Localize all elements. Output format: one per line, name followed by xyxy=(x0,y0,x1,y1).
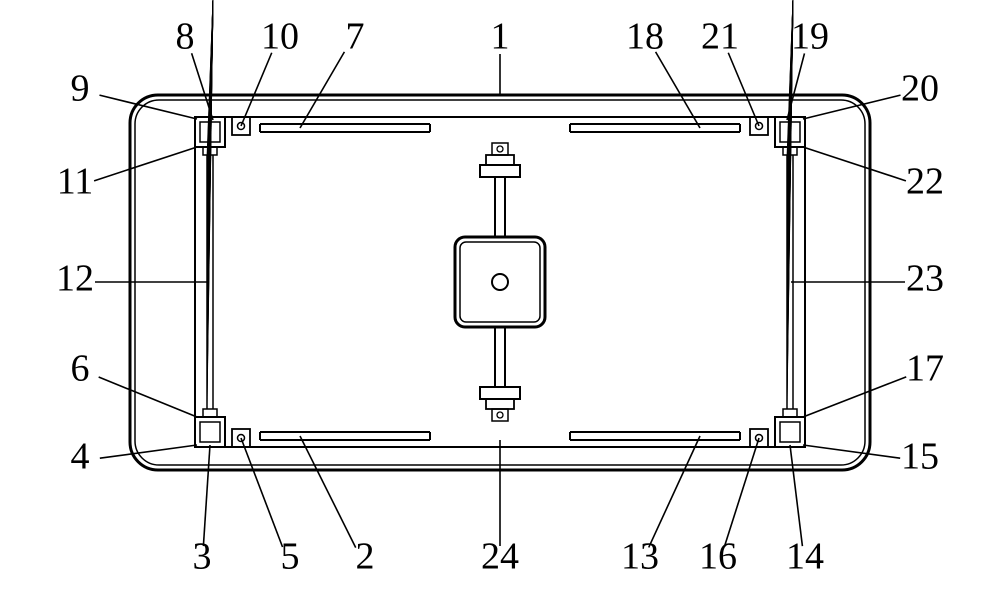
label-12: 12 xyxy=(56,258,94,300)
leader-16 xyxy=(724,438,759,547)
leader-6 xyxy=(99,377,197,417)
shaft-down-pin-icon xyxy=(497,412,503,418)
leader-21 xyxy=(728,53,759,126)
label-21: 21 xyxy=(701,16,739,58)
label-5: 5 xyxy=(281,536,300,578)
label-20: 20 xyxy=(901,68,939,110)
shaft-down-stub xyxy=(492,409,508,421)
label-18: 18 xyxy=(626,16,664,58)
leader-13 xyxy=(649,436,700,547)
leader-14 xyxy=(790,445,802,546)
shaft-down-flange xyxy=(480,387,520,399)
label-1: 1 xyxy=(491,16,510,58)
label-22: 22 xyxy=(906,161,944,203)
label-13: 13 xyxy=(621,536,659,578)
center-hole-icon xyxy=(492,274,508,290)
leader-9 xyxy=(99,95,197,119)
label-4: 4 xyxy=(71,436,90,478)
leader-15 xyxy=(803,445,900,458)
leader-11 xyxy=(94,147,197,181)
leader-10 xyxy=(241,53,272,126)
leader-2 xyxy=(300,436,356,548)
leader-3 xyxy=(203,445,210,546)
leader-22 xyxy=(803,147,906,181)
label-7: 7 xyxy=(346,16,365,58)
label-8: 8 xyxy=(176,16,195,58)
shaft-up-pin-icon xyxy=(497,146,503,152)
label-16: 16 xyxy=(699,536,737,578)
leader-17 xyxy=(803,377,906,417)
diagram-canvas: 9 8 10 7 1 18 21 19 20 11 12 6 4 22 23 17 15 3 5 2 24 13 16 14 xyxy=(0,0,1000,615)
leader-5 xyxy=(241,438,283,547)
rod-left-bot-cup xyxy=(203,409,217,417)
label-3: 3 xyxy=(193,536,212,578)
label-14: 14 xyxy=(786,536,824,578)
label-15: 15 xyxy=(901,436,939,478)
label-6: 6 xyxy=(71,348,90,390)
label-10: 10 xyxy=(261,16,299,58)
center-box xyxy=(455,237,545,327)
shaft-down-small-flange xyxy=(486,399,514,409)
inner-frame xyxy=(195,117,805,447)
leader-4 xyxy=(100,445,197,458)
label-9: 9 xyxy=(71,68,90,110)
shaft-up-stub xyxy=(492,143,508,155)
rod-right-bot-cup xyxy=(783,409,797,417)
leader-20 xyxy=(803,95,901,119)
label-24: 24 xyxy=(481,536,519,578)
outer-frame xyxy=(130,95,870,470)
shaft-up-small-flange xyxy=(486,155,514,165)
label-23: 23 xyxy=(906,258,944,300)
corner-bl-inner xyxy=(200,422,220,442)
label-2: 2 xyxy=(356,536,375,578)
label-17: 17 xyxy=(906,348,944,390)
shaft-up-flange xyxy=(480,165,520,177)
label-11: 11 xyxy=(57,161,94,203)
corner-br-inner xyxy=(780,422,800,442)
label-19: 19 xyxy=(791,16,829,58)
